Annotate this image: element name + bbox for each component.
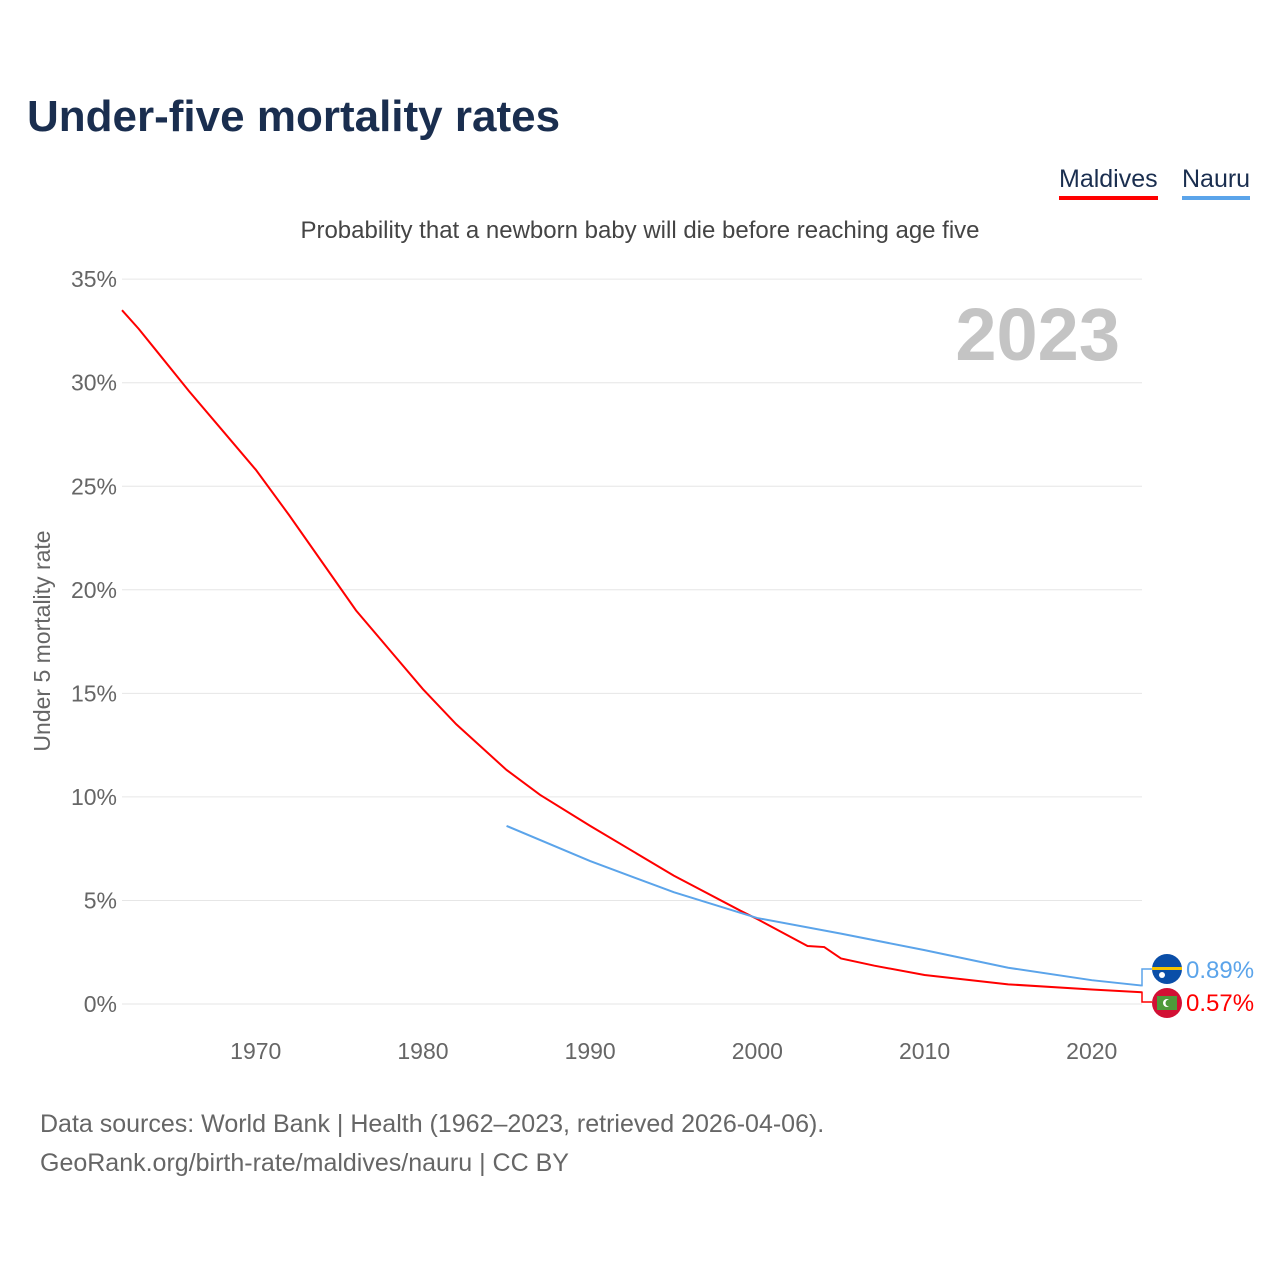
y-tick-label: 15% [71, 680, 117, 706]
source-link[interactable]: GeoRank.org/birth-rate/maldives/nauru | … [40, 1149, 569, 1177]
y-tick-label: 30% [71, 370, 117, 396]
year-label: 2023 [955, 293, 1120, 376]
y-tick-label: 25% [71, 473, 117, 499]
series-line-maldives [121, 309, 1142, 994]
footer: Data sources: World Bank | Health (1962–… [40, 1105, 824, 1183]
x-tick-label: 2010 [899, 1038, 950, 1064]
end-value-label: 0.57% [1186, 990, 1254, 1017]
x-tick-label: 1970 [230, 1038, 281, 1064]
y-tick-label: 20% [71, 577, 117, 603]
series-line-nauru [506, 824, 1143, 987]
legend-maldives[interactable]: Maldives [1059, 165, 1158, 200]
chart-title: Under-five mortality rates [27, 92, 561, 141]
y-tick-label: 0% [84, 991, 117, 1017]
x-tick-label: 1990 [565, 1038, 616, 1064]
y-tick-label: 35% [71, 266, 117, 292]
maldives-flag-crescent-cut [1165, 999, 1173, 1007]
end-connector [1141, 968, 1152, 987]
nauru-flag-stripe [1152, 967, 1182, 970]
nauru-flag-star [1159, 972, 1165, 978]
y-axis-label: Under 5 mortality rate [29, 530, 55, 751]
end-value-label: 0.89% [1186, 957, 1254, 984]
x-tick-label: 2000 [732, 1038, 783, 1064]
end-connector [1141, 991, 1152, 1003]
y-tick-label: 5% [84, 887, 117, 913]
y-tick-label: 10% [71, 784, 117, 810]
chart-subtitle: Probability that a newborn baby will die… [300, 217, 980, 244]
legend-nauru[interactable]: Nauru [1182, 165, 1251, 200]
x-tick-label: 2020 [1066, 1038, 1117, 1064]
x-tick-label: 1980 [397, 1038, 448, 1064]
source-text: Data sources: World Bank | Health (1962–… [40, 1110, 825, 1138]
